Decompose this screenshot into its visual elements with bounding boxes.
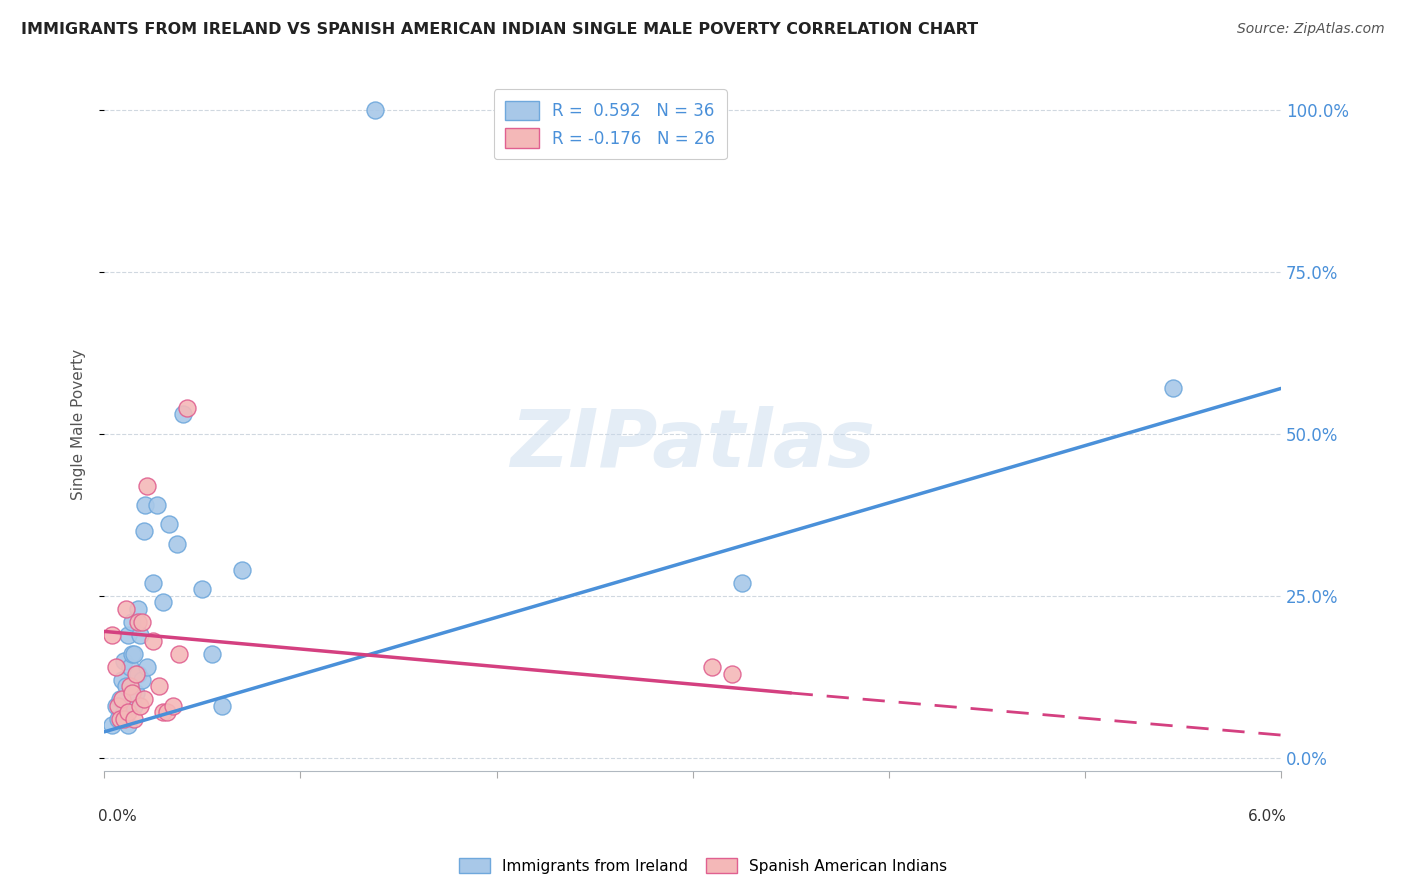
Point — [112, 706, 135, 720]
Point — [112, 712, 135, 726]
Point — [101, 627, 124, 641]
Point — [105, 660, 128, 674]
Point — [118, 660, 141, 674]
Point — [101, 718, 124, 732]
Point — [176, 401, 198, 415]
Point — [166, 537, 188, 551]
Point — [107, 712, 129, 726]
Point — [172, 408, 194, 422]
Point — [136, 478, 159, 492]
Point — [162, 698, 184, 713]
Text: 0.0%: 0.0% — [98, 809, 138, 824]
Point — [131, 615, 153, 629]
Point — [128, 627, 150, 641]
Point — [122, 647, 145, 661]
Point — [148, 680, 170, 694]
Point — [191, 582, 214, 597]
Point — [201, 647, 224, 661]
Point — [122, 712, 145, 726]
Point — [111, 673, 134, 687]
Legend: Immigrants from Ireland, Spanish American Indians: Immigrants from Ireland, Spanish America… — [453, 852, 953, 880]
Point — [142, 575, 165, 590]
Point — [121, 615, 143, 629]
Point — [132, 524, 155, 538]
Point — [364, 103, 387, 117]
Point — [132, 692, 155, 706]
Point — [167, 647, 190, 661]
Point — [127, 615, 149, 629]
Point — [108, 692, 131, 706]
Point — [117, 627, 139, 641]
Point — [146, 498, 169, 512]
Point — [107, 698, 129, 713]
Point — [702, 660, 724, 674]
Point — [111, 692, 134, 706]
Point — [105, 698, 128, 713]
Point — [122, 698, 145, 713]
Point — [127, 666, 149, 681]
Point — [142, 634, 165, 648]
Point — [121, 647, 143, 661]
Point — [117, 718, 139, 732]
Point — [121, 686, 143, 700]
Point — [115, 680, 138, 694]
Point — [156, 706, 179, 720]
Point — [128, 698, 150, 713]
Point — [730, 575, 752, 590]
Point — [108, 712, 131, 726]
Point — [152, 595, 174, 609]
Point — [117, 706, 139, 720]
Point — [118, 680, 141, 694]
Text: IMMIGRANTS FROM IRELAND VS SPANISH AMERICAN INDIAN SINGLE MALE POVERTY CORRELATI: IMMIGRANTS FROM IRELAND VS SPANISH AMERI… — [21, 22, 979, 37]
Point — [124, 686, 146, 700]
Point — [112, 654, 135, 668]
Point — [136, 660, 159, 674]
Point — [134, 498, 156, 512]
Point — [1161, 381, 1184, 395]
Point — [152, 706, 174, 720]
Point — [211, 698, 233, 713]
Point — [124, 666, 146, 681]
Point — [231, 563, 253, 577]
Point — [131, 673, 153, 687]
Legend: R =  0.592   N = 36, R = -0.176   N = 26: R = 0.592 N = 36, R = -0.176 N = 26 — [494, 89, 727, 160]
Point — [115, 601, 138, 615]
Text: Source: ZipAtlas.com: Source: ZipAtlas.com — [1237, 22, 1385, 37]
Y-axis label: Single Male Poverty: Single Male Poverty — [72, 349, 86, 500]
Text: ZIPatlas: ZIPatlas — [510, 406, 875, 483]
Text: 6.0%: 6.0% — [1249, 809, 1286, 824]
Point — [127, 601, 149, 615]
Point — [721, 666, 744, 681]
Point — [157, 517, 180, 532]
